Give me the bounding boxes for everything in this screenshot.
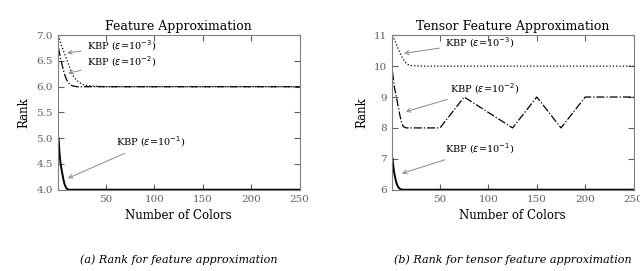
Title: Feature Approximation: Feature Approximation [105,20,252,33]
X-axis label: Number of Colors: Number of Colors [460,209,566,222]
Title: Tensor Feature Approximation: Tensor Feature Approximation [416,20,609,33]
Text: (b) Rank for tensor feature approximation: (b) Rank for tensor feature approximatio… [394,254,632,265]
Text: KBP ($\varepsilon$=10$^{-2}$): KBP ($\varepsilon$=10$^{-2}$) [69,54,156,74]
Text: KBP ($\varepsilon$=10$^{-1}$): KBP ($\varepsilon$=10$^{-1}$) [69,135,185,178]
Text: KBP ($\varepsilon$=10$^{-1}$): KBP ($\varepsilon$=10$^{-1}$) [403,141,514,174]
X-axis label: Number of Colors: Number of Colors [125,209,232,222]
Text: (a) Rank for feature approximation: (a) Rank for feature approximation [80,254,277,265]
Text: KBP ($\varepsilon$=10$^{-2}$): KBP ($\varepsilon$=10$^{-2}$) [407,81,519,112]
Y-axis label: Rank: Rank [18,97,31,128]
Text: KBP ($\varepsilon$=10$^{-3}$): KBP ($\varepsilon$=10$^{-3}$) [405,35,514,54]
Y-axis label: Rank: Rank [355,97,368,128]
Text: KBP ($\varepsilon$=10$^{-3}$): KBP ($\varepsilon$=10$^{-3}$) [68,38,156,54]
